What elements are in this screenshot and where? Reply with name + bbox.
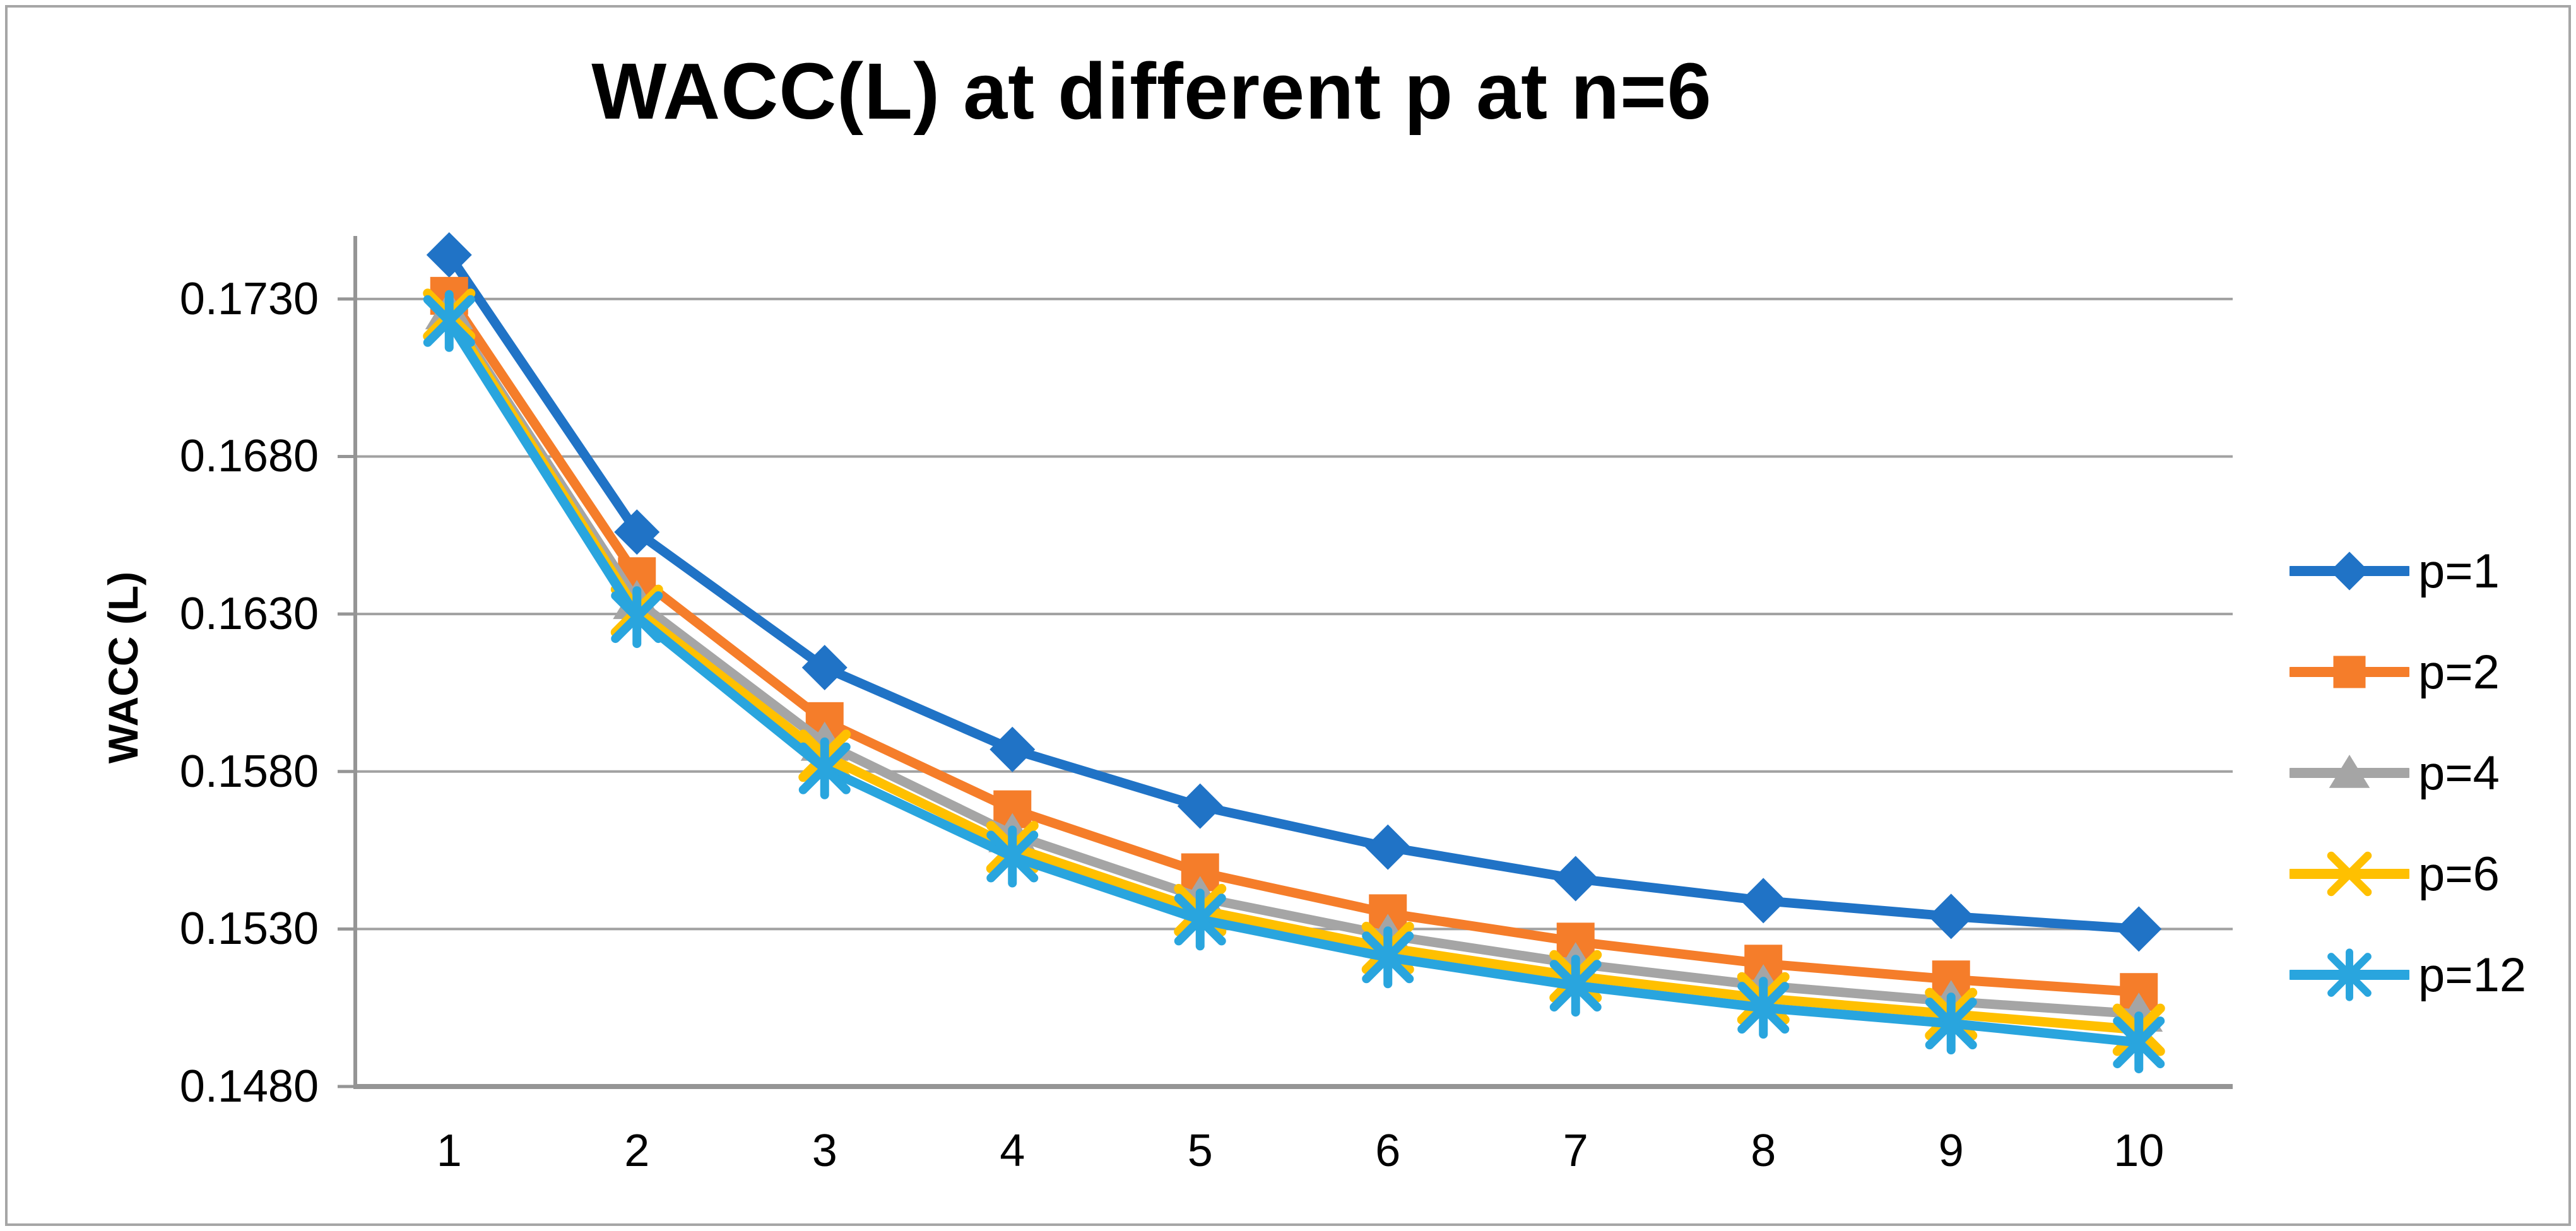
series-line [445, 293, 2139, 997]
x-axis-tick-label: 4 [1000, 1126, 1025, 1176]
asterisk-marker [1362, 926, 1414, 989]
x-axis-tick-label: 8 [1751, 1126, 1776, 1176]
y-axis-tick-label: 0.1730 [179, 273, 319, 324]
asterisk-marker [798, 737, 851, 799]
legend-item-p2: p=2 [2289, 621, 2526, 722]
diamond-marker [614, 509, 660, 555]
diamond-marker [1552, 856, 1598, 902]
legend-label: p=4 [2418, 746, 2500, 800]
asterisk-marker [423, 290, 475, 352]
diamond-marker [426, 232, 472, 278]
legend-item-p4: p=4 [2289, 722, 2526, 823]
diamond-marker [2116, 906, 2162, 952]
legend-marker-p1 [2289, 551, 2409, 591]
legend-label: p=12 [2418, 948, 2527, 1002]
y-axis-tick-label: 0.1580 [179, 746, 319, 797]
legend-marker-p4 [2289, 755, 2409, 788]
series-line [445, 318, 2140, 1047]
series-p1 [426, 232, 2162, 952]
chart-title: WACC(L) at different p at n=6 [591, 47, 1712, 136]
x-axis-tick-label: 5 [1187, 1126, 1213, 1176]
legend-marker-p12 [2289, 948, 2409, 1001]
y-axis-tick-label: 0.1530 [179, 904, 319, 955]
legend-label: p=6 [2418, 847, 2500, 901]
y-axis-tick-label: 0.1480 [179, 1061, 319, 1112]
series-p2 [430, 276, 2158, 1011]
y-axis-tick-label: 0.1630 [179, 589, 319, 640]
diamond-marker [1177, 783, 1223, 829]
x-axis-tick-label: 9 [1938, 1126, 1964, 1176]
square-marker [2333, 656, 2366, 688]
asterisk-marker [1737, 977, 1790, 1039]
asterisk-marker [1549, 955, 1602, 1017]
x-axis-tick-label: 10 [2113, 1126, 2165, 1176]
asterisk-marker [1925, 992, 1977, 1055]
x-axis-tick-label: 1 [436, 1126, 462, 1176]
diamond-marker [1928, 893, 1974, 939]
legend-marker-p6 [2289, 851, 2409, 897]
legend-item-p1: p=1 [2289, 521, 2526, 621]
x-axis-tick-label: 3 [812, 1126, 837, 1176]
asterisk-marker [2327, 948, 2372, 1001]
asterisk-marker [611, 586, 663, 649]
y-axis-tick-label: 0.1680 [179, 431, 319, 482]
legend: p=1 p=2 p=4 p=6 p=12 [2289, 521, 2526, 1025]
series-line [445, 312, 2139, 1035]
x-axis-tick-label: 7 [1563, 1126, 1588, 1176]
series-p12 [423, 290, 2165, 1074]
x-marker [2327, 851, 2372, 897]
diamond-marker [1740, 878, 1787, 924]
legend-label: p=2 [2418, 645, 2500, 699]
legend-label: p=1 [2418, 544, 2500, 598]
diamond-marker [990, 726, 1036, 772]
asterisk-marker [986, 825, 1039, 888]
x-axis-tick-label: 6 [1375, 1126, 1401, 1176]
diamond-marker [1365, 824, 1411, 870]
diamond-marker [801, 644, 848, 690]
legend-item-p12: p=12 [2289, 924, 2526, 1025]
asterisk-marker [2113, 1011, 2165, 1074]
series-line [445, 309, 2139, 1019]
series-line [445, 252, 2139, 934]
asterisk-marker [1174, 888, 1226, 951]
diamond-marker [2330, 551, 2369, 591]
legend-item-p6: p=6 [2289, 823, 2526, 924]
legend-marker-p2 [2289, 656, 2409, 688]
x-axis-tick-label: 2 [624, 1126, 650, 1176]
triangle-marker [2329, 755, 2370, 788]
